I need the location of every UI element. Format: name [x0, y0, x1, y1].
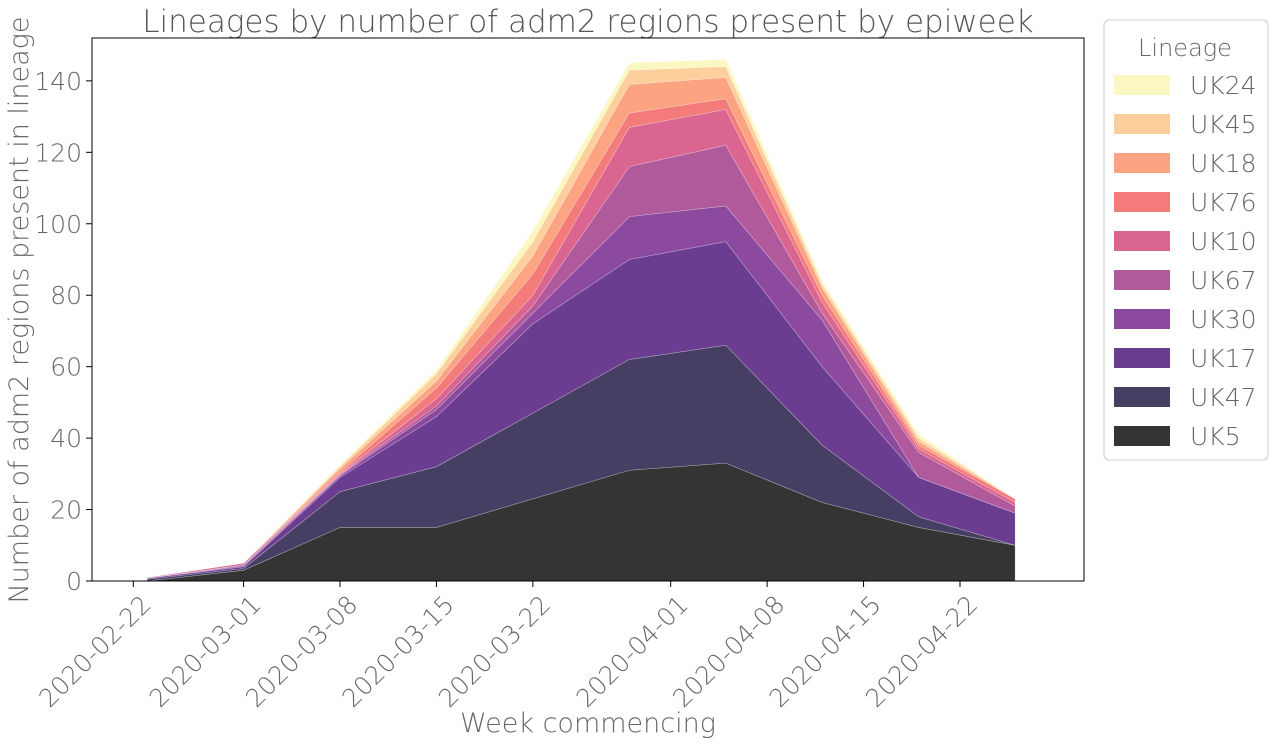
legend-swatch-uk5 — [1114, 426, 1170, 446]
legend-swatch-uk67 — [1114, 270, 1170, 290]
area-layers — [146, 59, 1016, 582]
area-uk76 — [147, 98, 1016, 578]
legend: Lineage UK24 UK45 UK18 UK76 UK10 UK67 UK30 UK17… — [1103, 19, 1269, 461]
y-tick-label: 0 — [66, 567, 82, 596]
legend-swatch-uk18 — [1114, 153, 1170, 173]
x-axis: 2020-02-222020-03-012020-03-082020-03-15… — [33, 581, 983, 713]
area-uk24 — [147, 59, 1016, 578]
y-axis-label: Number of adm2 regions present in lineag… — [4, 17, 35, 604]
legend-swatch-uk45 — [1114, 114, 1170, 134]
legend-label-uk5: UK5 — [1190, 422, 1241, 451]
legend-label-uk76: UK76 — [1190, 188, 1257, 217]
y-tick-label: 40 — [50, 424, 82, 453]
legend-label-uk45: UK45 — [1190, 110, 1257, 139]
x-tick-label: 2020-02-22 — [33, 590, 156, 713]
y-tick-label: 100 — [34, 210, 82, 239]
legend-swatch-uk47 — [1114, 387, 1170, 407]
legend-label-uk10: UK10 — [1190, 227, 1257, 256]
chart-title: Lineages by number of adm2 regions prese… — [142, 4, 1034, 40]
legend-swatch-uk17 — [1114, 348, 1170, 368]
legend-label-uk17: UK17 — [1190, 344, 1257, 373]
y-tick-label: 60 — [50, 353, 82, 382]
x-axis-label: Week commencing — [460, 708, 716, 739]
y-tick-label: 140 — [34, 67, 82, 96]
legend-label-uk18: UK18 — [1190, 149, 1257, 178]
y-tick-label: 80 — [50, 281, 82, 310]
legend-swatch-uk30 — [1114, 309, 1170, 329]
legend-label-uk67: UK67 — [1190, 266, 1257, 295]
y-tick-label: 120 — [34, 138, 82, 167]
y-axis: 0 20 40 60 80 100 120 140 — [34, 67, 92, 596]
legend-label-uk30: UK30 — [1190, 305, 1257, 334]
legend-swatch-uk24 — [1114, 75, 1170, 95]
legend-title: Lineage — [1138, 34, 1232, 62]
legend-label-uk47: UK47 — [1190, 383, 1257, 412]
plot-frame — [91, 37, 1085, 582]
legend-swatch-uk10 — [1114, 231, 1170, 251]
legend-swatch-uk76 — [1114, 192, 1170, 212]
area-uk47 — [146, 344, 1016, 582]
y-tick-label: 20 — [50, 496, 82, 525]
legend-label-uk24: UK24 — [1190, 71, 1257, 100]
legend-items: UK24 UK45 UK18 UK76 UK10 UK67 UK30 UK17 UK47 UK5 — [1114, 71, 1257, 451]
